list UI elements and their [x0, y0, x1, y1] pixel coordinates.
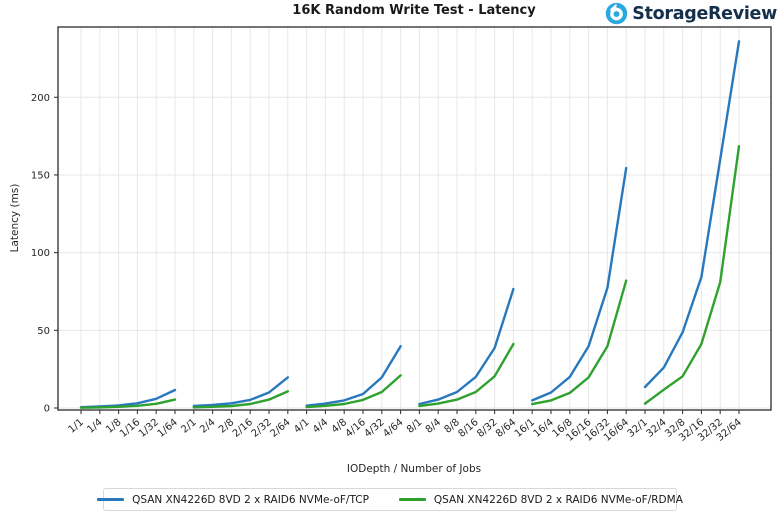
legend: QSAN XN4226D 8VD 2 x RAID6 NVMe-oF/TCP Q…: [97, 488, 683, 511]
legend-label-tcp: QSAN XN4226D 8VD 2 x RAID6 NVMe-oF/TCP: [132, 493, 369, 506]
legend-line-sample-rdma: [398, 498, 426, 501]
svg-text:2/32: 2/32: [250, 417, 274, 440]
svg-text:4/1: 4/1: [292, 417, 311, 436]
svg-text:1/64: 1/64: [156, 417, 180, 440]
svg-text:4/32: 4/32: [362, 417, 386, 440]
storagereview-logo-text: StorageReview: [632, 3, 777, 24]
svg-text:8/64: 8/64: [494, 417, 518, 440]
svg-text:4/4: 4/4: [311, 417, 330, 436]
svg-text:50: 50: [37, 326, 50, 337]
legend-entry-rdma: QSAN XN4226D 8VD 2 x RAID6 NVMe-oF/RDMA: [398, 493, 683, 506]
svg-text:1/4: 1/4: [85, 417, 104, 436]
svg-text:150: 150: [31, 170, 50, 181]
svg-text:8/16: 8/16: [456, 417, 480, 440]
svg-text:8/1: 8/1: [405, 417, 424, 436]
svg-text:2/1: 2/1: [179, 417, 198, 436]
svg-text:4/64: 4/64: [381, 417, 405, 440]
svg-text:16/1: 16/1: [513, 417, 537, 440]
legend-line-sample-tcp: [97, 498, 125, 501]
svg-text:8/32: 8/32: [475, 417, 499, 440]
svg-text:8/4: 8/4: [424, 417, 443, 436]
svg-text:1/32: 1/32: [137, 417, 161, 440]
legend-label-rdma: QSAN XN4226D 8VD 2 x RAID6 NVMe-oF/RDMA: [433, 493, 683, 506]
svg-text:1/16: 1/16: [118, 417, 142, 440]
svg-text:2/4: 2/4: [198, 417, 217, 436]
svg-text:4/16: 4/16: [344, 417, 368, 440]
chart-title: 16K Random Write Test - Latency: [292, 3, 536, 18]
x-axis-label: IODepth / Number of Jobs: [346, 463, 482, 475]
svg-text:16/4: 16/4: [532, 417, 556, 440]
svg-text:200: 200: [31, 93, 50, 104]
svg-text:32/1: 32/1: [626, 417, 650, 440]
storagereview-logo-icon: [605, 2, 628, 25]
svg-text:2/64: 2/64: [268, 417, 292, 440]
svg-text:0: 0: [44, 404, 50, 415]
svg-text:100: 100: [31, 248, 50, 259]
legend-entry-tcp: QSAN XN4226D 8VD 2 x RAID6 NVMe-oF/TCP: [97, 494, 369, 506]
svg-text:2/16: 2/16: [231, 417, 255, 440]
svg-text:32/4: 32/4: [644, 417, 668, 440]
storagereview-logo: StorageReview: [605, 2, 777, 25]
svg-text:1/1: 1/1: [67, 417, 86, 436]
y-axis-label: Latency (ms): [9, 183, 21, 253]
